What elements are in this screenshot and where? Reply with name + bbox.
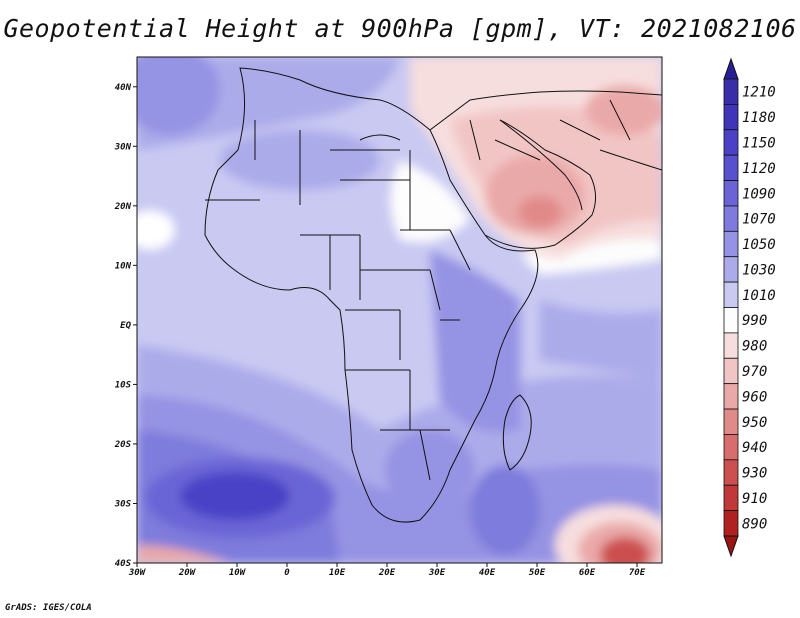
lon-tick-label: 40E bbox=[479, 568, 496, 578]
colorbar-swatch bbox=[723, 154, 739, 181]
colorbar-label: 1050 bbox=[742, 237, 776, 253]
colorbar-label: 1090 bbox=[742, 186, 776, 202]
colorbar-label: 890 bbox=[742, 516, 767, 532]
colorbar-label: 1120 bbox=[742, 161, 776, 177]
colorbar-label: 930 bbox=[742, 466, 767, 482]
colorbar-label: 990 bbox=[742, 313, 767, 329]
colorbar-label: 980 bbox=[742, 339, 767, 355]
lat-tick-label: 20S bbox=[114, 440, 132, 450]
colorbar-swatch bbox=[723, 332, 739, 359]
lon-tick-label: 0 bbox=[284, 568, 290, 578]
lon-tick-label: 10W bbox=[229, 568, 247, 578]
lon-tick-label: 70E bbox=[629, 568, 646, 578]
colorbar-swatch bbox=[723, 307, 739, 334]
lat-tick-label: 30N bbox=[114, 142, 132, 152]
lon-tick-label: 10E bbox=[329, 568, 346, 578]
colorbar-swatch bbox=[723, 205, 739, 232]
colorbar-swatch bbox=[723, 281, 739, 308]
lon-tick-label: 60E bbox=[579, 568, 596, 578]
colorbar-top-arrow bbox=[723, 57, 739, 80]
colorbar-label: 910 bbox=[742, 491, 767, 507]
lon-tick-label: 30E bbox=[428, 568, 446, 578]
colorbar-swatch bbox=[723, 78, 739, 105]
colorbar-label: 940 bbox=[742, 440, 767, 456]
colorbar-label: 950 bbox=[742, 415, 767, 431]
lon-tick-label: 30W bbox=[128, 568, 147, 578]
colorbar-label: 1150 bbox=[742, 135, 776, 151]
height-field bbox=[137, 57, 662, 563]
lat-tick-label: 30S bbox=[114, 499, 132, 509]
colorbar-swatch bbox=[723, 180, 739, 207]
map-frame bbox=[136, 56, 663, 564]
coastlines bbox=[204, 67, 662, 523]
colorbar-swatch bbox=[723, 230, 739, 258]
colorbar-bottom-arrow bbox=[723, 535, 739, 558]
lat-tick-label: 10N bbox=[115, 261, 132, 271]
colorbar-label: 1010 bbox=[742, 288, 776, 304]
lat-tick-label: EQ bbox=[120, 321, 131, 331]
colorbar-swatch bbox=[723, 484, 739, 512]
axis-ticks: 30W 20W 10W 0 10E 20E 30E 40E 50E 60E 70E 40N 30N 20N… bbox=[114, 83, 646, 578]
lon-tick-label: 20E bbox=[378, 568, 396, 578]
colorbar-label: 960 bbox=[742, 389, 767, 405]
lat-tick-label: 10S bbox=[115, 380, 132, 390]
colorbar-label: 1030 bbox=[742, 262, 776, 278]
lon-tick-label: 50E bbox=[529, 568, 546, 578]
colorbar-label: 1210 bbox=[742, 85, 776, 101]
colorbar-swatch bbox=[723, 408, 739, 435]
colorbar-swatch bbox=[723, 383, 739, 410]
lat-tick-label: 40S bbox=[115, 559, 132, 569]
colorbar-swatch bbox=[723, 459, 739, 486]
colorbar-swatch bbox=[723, 510, 739, 537]
colorbar-label: 1070 bbox=[742, 212, 776, 228]
colorbar-label: 970 bbox=[742, 364, 767, 380]
lat-tick-label: 40N bbox=[115, 83, 132, 93]
colorbar-swatch bbox=[723, 434, 739, 461]
colorbar-swatch bbox=[723, 256, 739, 283]
map-title: Geopotential Height at 900hPa [gpm], VT:… bbox=[3, 14, 797, 43]
lon-tick-label: 20W bbox=[178, 568, 197, 578]
colorbar-swatch bbox=[723, 103, 739, 131]
grads-credit: GrADS: IGES/COLA bbox=[5, 603, 92, 613]
colorbar-label: 1180 bbox=[742, 110, 776, 126]
colorbar-swatch bbox=[723, 357, 739, 385]
colorbar: 1210 1180 1150 1120 1090 1070 1050 1030 1010 990 9… bbox=[723, 57, 776, 558]
colorbar-swatch bbox=[723, 129, 739, 156]
lat-tick-label: 20N bbox=[114, 202, 132, 212]
